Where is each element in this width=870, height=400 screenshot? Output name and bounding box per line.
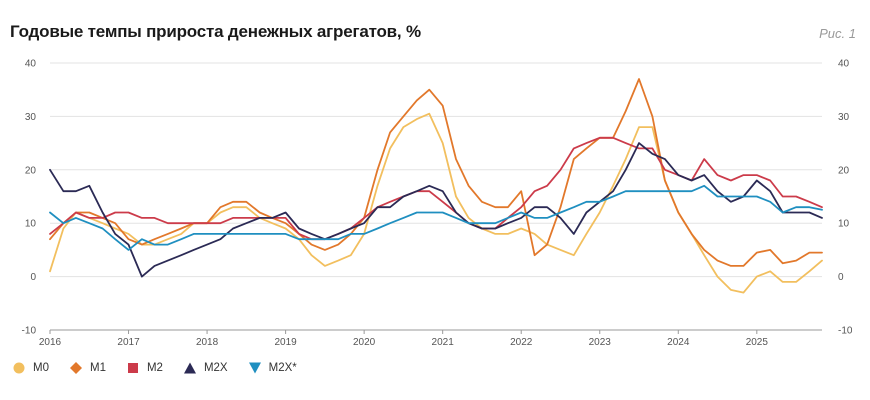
legend-label: M0 <box>33 362 49 374</box>
series-line-m0 <box>49 112 823 294</box>
square-marker-icon <box>127 363 138 373</box>
y-tick-left-5: 40 <box>25 59 37 70</box>
triangle-up-marker-icon <box>183 362 196 374</box>
x-tick-3: 2019 <box>274 337 297 348</box>
y-tick-right-2: 10 <box>838 219 850 230</box>
y-tick-right-4: 30 <box>838 112 850 123</box>
y-tick-right-0: -10 <box>838 326 853 337</box>
legend-item-m2x-star: M2X* <box>248 361 297 375</box>
x-tick-9: 2025 <box>746 337 769 348</box>
y-axis-right: -10 0 10 20 30 40 <box>838 59 853 337</box>
circle-marker-icon <box>13 362 25 374</box>
x-tick-0: 2016 <box>39 337 62 348</box>
legend-item-m0: M0 <box>12 361 49 375</box>
figure-label: Рис. 1 <box>819 26 856 41</box>
y-tick-right-1: 0 <box>838 272 844 283</box>
page-title: Годовые темпы прироста денежных агрегато… <box>10 22 421 41</box>
series-lines <box>49 78 823 294</box>
legend-label: M2X* <box>268 362 297 374</box>
x-tick-5: 2021 <box>432 337 455 348</box>
y-tick-left-3: 20 <box>25 165 37 176</box>
legend: M0 M1 M2 M2X M2X* <box>12 361 317 375</box>
triangle-down-marker-icon <box>248 362 261 374</box>
series-line-m2x-star <box>49 184 823 251</box>
y-tick-left-4: 30 <box>25 112 37 123</box>
legend-label: M2 <box>146 362 163 374</box>
y-tick-right-5: 40 <box>838 59 850 70</box>
x-tick-7: 2023 <box>589 337 612 348</box>
legend-label: M2X <box>203 362 228 374</box>
legend-item-m2: M2 <box>126 361 163 375</box>
y-tick-left-1: 0 <box>30 272 36 283</box>
x-tick-6: 2022 <box>510 337 533 348</box>
x-tick-2: 2018 <box>196 337 219 348</box>
y-tick-right-3: 20 <box>838 165 850 176</box>
x-axis: 2016 2017 2018 2019 2020 2021 2022 2023 2024 2025 <box>39 329 822 348</box>
legend-item-m2x: M2X <box>183 361 228 375</box>
y-tick-left-2: 10 <box>25 219 37 230</box>
diamond-marker-icon <box>69 362 82 374</box>
x-tick-1: 2017 <box>117 337 140 348</box>
y-tick-left-0: -10 <box>22 326 37 337</box>
series-line-m1 <box>49 78 823 267</box>
y-axis-left: -10 0 10 20 30 40 <box>22 59 37 337</box>
series-line-m2x <box>49 142 823 278</box>
x-tick-4: 2020 <box>353 337 376 348</box>
legend-label: M1 <box>89 362 106 374</box>
series-line-m2 <box>49 136 823 241</box>
legend-item-m1: M1 <box>69 361 106 375</box>
x-tick-8: 2024 <box>667 337 690 348</box>
